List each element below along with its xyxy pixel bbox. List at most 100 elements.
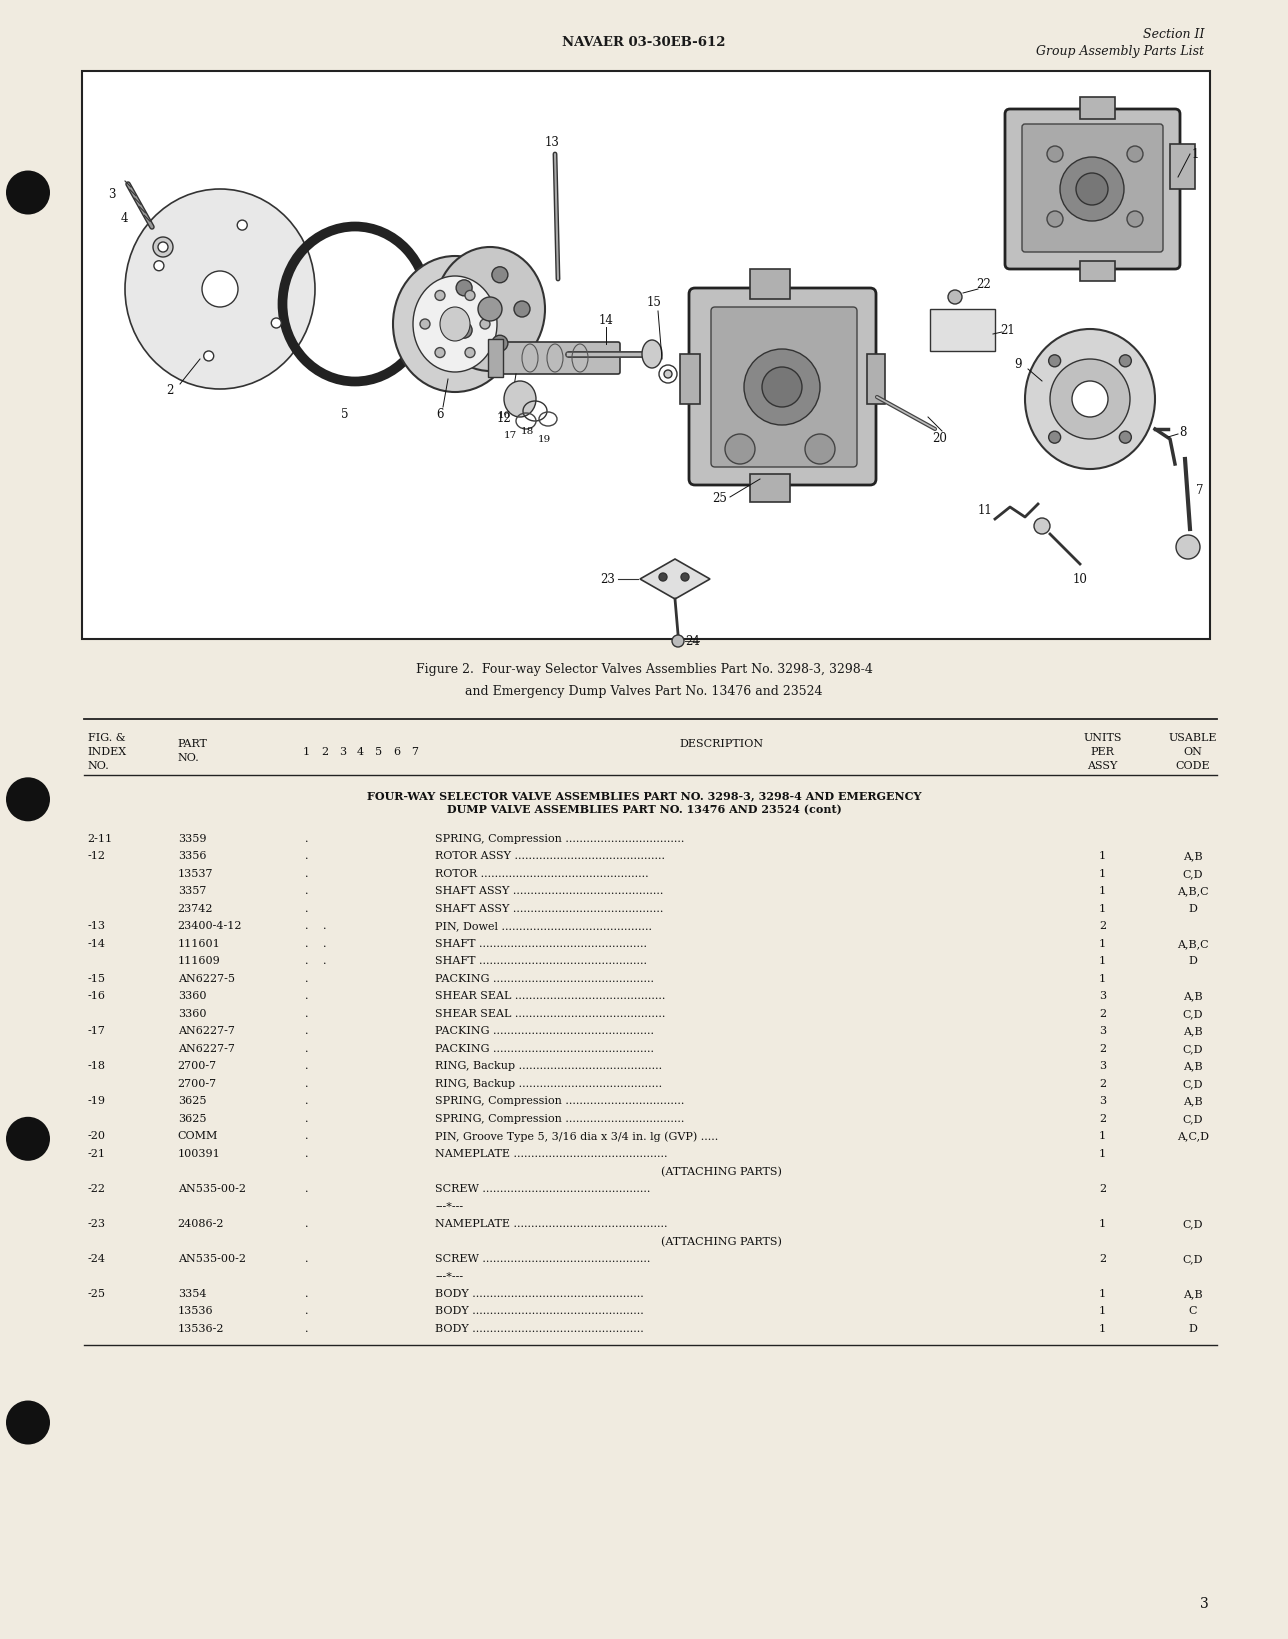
Text: C,D: C,D	[1182, 1113, 1203, 1123]
Text: .: .	[305, 851, 308, 860]
Text: USABLE: USABLE	[1168, 733, 1217, 742]
Ellipse shape	[504, 382, 536, 418]
Circle shape	[805, 434, 835, 465]
Text: D: D	[1189, 903, 1197, 913]
Text: BODY .................................................: BODY ...................................…	[435, 1288, 644, 1298]
Text: C,D: C,D	[1182, 869, 1203, 879]
Text: 23400-4-12: 23400-4-12	[178, 921, 242, 931]
Text: C,D: C,D	[1182, 1044, 1203, 1054]
Text: -14: -14	[88, 939, 106, 949]
Text: 2: 2	[1099, 1254, 1106, 1264]
Text: 1: 1	[1099, 903, 1106, 913]
Text: A,B,C: A,B,C	[1177, 939, 1208, 949]
Text: 2: 2	[1099, 1183, 1106, 1193]
Circle shape	[1072, 382, 1108, 418]
Text: Figure 2.  Four-way Selector Valves Assemblies Part No. 3298-3, 3298-4: Figure 2. Four-way Selector Valves Assem…	[416, 664, 872, 675]
Circle shape	[456, 323, 473, 339]
FancyBboxPatch shape	[1005, 110, 1180, 270]
Text: .: .	[305, 1078, 308, 1088]
Text: 3: 3	[1099, 1060, 1106, 1070]
Text: 3360: 3360	[178, 992, 206, 1001]
Text: AN6227-7: AN6227-7	[178, 1026, 234, 1036]
Circle shape	[1048, 356, 1060, 367]
Circle shape	[659, 574, 667, 582]
Text: 3: 3	[1099, 1026, 1106, 1036]
Circle shape	[514, 302, 529, 318]
Text: .: .	[305, 1218, 308, 1228]
Text: 13536: 13536	[178, 1306, 214, 1316]
Text: 100391: 100391	[178, 1149, 220, 1159]
Circle shape	[237, 221, 247, 231]
Text: .: .	[305, 1183, 308, 1193]
Circle shape	[1127, 148, 1142, 162]
Text: NO.: NO.	[88, 760, 109, 770]
Circle shape	[6, 779, 50, 821]
Text: .: .	[305, 1254, 308, 1264]
Circle shape	[1119, 433, 1131, 444]
Circle shape	[435, 292, 444, 302]
Text: 12: 12	[497, 411, 511, 425]
Circle shape	[272, 320, 281, 329]
Text: 19: 19	[537, 436, 551, 444]
Text: 1: 1	[1099, 939, 1106, 949]
Circle shape	[204, 352, 214, 362]
Text: RING, Backup .........................................: RING, Backup ...........................…	[435, 1060, 662, 1070]
Circle shape	[1047, 148, 1063, 162]
Text: 2: 2	[1099, 921, 1106, 931]
Text: .: .	[305, 1288, 308, 1298]
Text: ---*---: ---*---	[435, 1270, 464, 1280]
Text: A,B: A,B	[1182, 1288, 1203, 1298]
Text: D: D	[1189, 1323, 1197, 1333]
Text: .: .	[305, 1044, 308, 1054]
Text: 3356: 3356	[178, 851, 206, 860]
Text: .: .	[323, 921, 326, 931]
Circle shape	[762, 367, 802, 408]
Text: 13536-2: 13536-2	[178, 1323, 224, 1333]
Text: D: D	[1189, 956, 1197, 965]
Text: -24: -24	[88, 1254, 106, 1264]
Circle shape	[665, 370, 672, 379]
Bar	[930, 310, 996, 352]
Circle shape	[948, 290, 962, 305]
Text: PACKING ..............................................: PACKING ................................…	[435, 1026, 654, 1036]
Text: 17: 17	[504, 431, 516, 441]
Text: 1: 1	[303, 746, 310, 757]
Text: .: .	[305, 939, 308, 949]
Text: FOUR-WAY SELECTOR VALVE ASSEMBLIES PART NO. 3298-3, 3298-4 AND EMERGENCY: FOUR-WAY SELECTOR VALVE ASSEMBLIES PART …	[367, 790, 921, 800]
Ellipse shape	[1025, 329, 1155, 470]
Circle shape	[1048, 433, 1060, 444]
Text: 13537: 13537	[178, 869, 214, 879]
Text: AN6227-7: AN6227-7	[178, 1044, 234, 1054]
Text: 15: 15	[647, 297, 662, 310]
Text: -23: -23	[88, 1218, 106, 1228]
Text: 6: 6	[393, 746, 401, 757]
Circle shape	[435, 349, 444, 359]
Text: A,C,D: A,C,D	[1177, 1131, 1208, 1141]
Ellipse shape	[393, 257, 516, 393]
Bar	[1170, 144, 1195, 190]
Text: -12: -12	[88, 851, 106, 860]
Text: SHEAR SEAL ...........................................: SHEAR SEAL .............................…	[435, 992, 666, 1001]
Text: .: .	[323, 956, 326, 965]
Circle shape	[1176, 536, 1200, 559]
Text: A,B: A,B	[1182, 1026, 1203, 1036]
Text: 1: 1	[1099, 1288, 1106, 1298]
Text: .: .	[305, 903, 308, 913]
Ellipse shape	[440, 308, 470, 343]
Text: -19: -19	[88, 1096, 106, 1106]
Circle shape	[153, 238, 173, 257]
Text: -13: -13	[88, 921, 106, 931]
Text: SCREW ................................................: SCREW ..................................…	[435, 1183, 650, 1193]
Text: ON: ON	[1184, 746, 1202, 757]
Text: SHAFT ASSY ...........................................: SHAFT ASSY .............................…	[435, 903, 663, 913]
Text: 2700-7: 2700-7	[178, 1078, 216, 1088]
Text: 1: 1	[1099, 869, 1106, 879]
Text: 111609: 111609	[178, 956, 220, 965]
Text: 3625: 3625	[178, 1113, 206, 1123]
FancyBboxPatch shape	[1021, 125, 1163, 252]
Text: 4: 4	[120, 211, 128, 225]
Text: .: .	[305, 1008, 308, 1018]
Text: 2: 2	[1099, 1044, 1106, 1054]
Text: 2: 2	[1099, 1078, 1106, 1088]
Text: -18: -18	[88, 1060, 106, 1070]
